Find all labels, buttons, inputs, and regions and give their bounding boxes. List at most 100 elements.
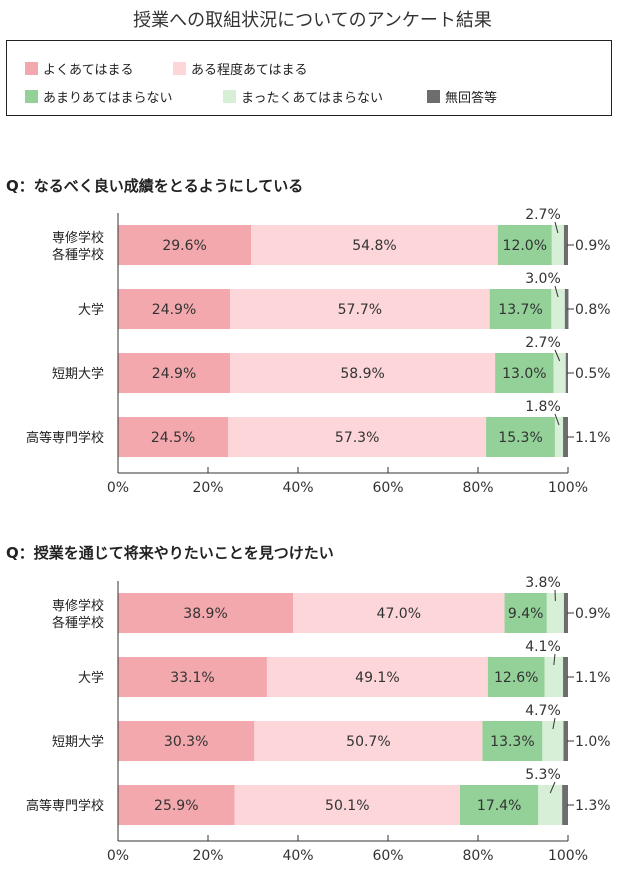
bar-segment [118,417,229,457]
data-label: 1.8% [525,399,561,415]
legend-label-somewhat: ある程度あてはまる [191,63,308,78]
data-label: 1.0% [575,734,611,750]
bar-segment [460,785,539,825]
legend-swatch-somewhat [173,62,186,75]
leader-line [554,413,560,426]
bar-segment [489,289,552,329]
bar-segment [542,721,564,761]
chart-1-title: Q：なるべく良い成績をとるようにしている [6,177,304,195]
x-tick-label: 20% [192,848,223,864]
data-label: 13.7% [498,302,542,318]
bar-segment [234,785,460,825]
data-label: 49.1% [355,670,399,686]
x-tick-label: 40% [282,848,313,864]
data-label: 58.9% [340,366,384,382]
category-label: 各種学校 [52,615,104,631]
bar-segment [563,225,568,265]
data-label: 38.9% [183,606,227,622]
bar-segment [551,289,565,329]
bar-segment [563,593,568,633]
data-label: 57.3% [335,430,379,446]
data-label: 4.1% [525,639,561,655]
data-label: 5.3% [525,767,561,783]
bar-segment [254,721,483,761]
leader-line [554,349,561,362]
data-label: 54.8% [352,238,396,254]
category-label: 短期大学 [52,734,104,750]
data-label: 13.0% [502,366,546,382]
data-label: 29.6% [162,238,206,254]
x-tick-label: 20% [192,480,223,496]
page-title: 授業への取組状況についてのアンケート結果 [133,10,492,31]
x-tick-label: 0% [107,480,129,496]
bar-segment [504,593,547,633]
legend-label-often: よくあてはまる [43,63,134,78]
leader-line [554,221,559,234]
data-label: 17.4% [477,798,521,814]
legend: よくあてはまる ある程度あてはまる あまりあてはまらない まったくあてはまらない… [6,40,612,116]
leader-line [554,285,559,298]
data-label: 50.1% [325,798,369,814]
bar-segment [554,417,564,457]
data-label: 2.7% [525,207,561,223]
bar-segment [230,289,490,329]
category-label: 高等専門学校 [26,430,104,446]
bar-segment [293,593,505,633]
legend-item-no-answer: 無回答等 [427,87,497,106]
data-label: 0.8% [575,302,611,318]
x-tick-label: 0% [107,848,129,864]
data-label: 9.4% [508,606,544,622]
data-label: 25.9% [154,798,198,814]
bar-segment [486,417,555,457]
bar-segment [251,225,498,265]
bar-segment [118,289,231,329]
bar-segment [118,657,267,697]
bar-segment [563,657,568,697]
legend-swatch-no-answer [427,90,440,103]
data-label: 1.1% [575,430,611,446]
data-label: 15.3% [498,430,542,446]
data-label: 4.7% [525,703,561,719]
bar-segment [487,657,545,697]
data-label: 12.0% [503,238,547,254]
data-label: 0.9% [575,606,611,622]
data-label: 0.5% [575,366,611,382]
bar-segment [497,225,552,265]
bar-segment [565,353,568,393]
category-label: 大学 [78,670,104,686]
data-label: 50.7% [346,734,390,750]
leader-line [553,653,556,666]
bar-segment [266,657,488,697]
bar-segment [118,721,255,761]
data-label: 3.0% [525,271,561,287]
legend-swatch-not-at-all [223,90,236,103]
data-label: 47.0% [377,606,421,622]
data-label: 1.1% [575,670,611,686]
data-label: 24.5% [151,430,195,446]
data-label: 1.3% [575,798,611,814]
data-label: 24.9% [152,302,196,318]
bar-segment [544,657,564,697]
data-label: 13.3% [490,734,534,750]
category-label: 高等専門学校 [26,798,104,814]
data-label: 24.9% [152,366,196,382]
chart-2-title: Q：授業を通じて将来やりたいことを見つけたい [6,544,334,562]
legend-item-not-at-all: まったくあてはまらない [223,87,383,106]
legend-item-somewhat: ある程度あてはまる [173,59,307,78]
x-tick-label: 60% [372,848,403,864]
legend-label-no-answer: 無回答等 [445,91,498,106]
legend-label-not-at-all: まったくあてはまらない [241,91,383,106]
data-label: 57.7% [338,302,382,318]
data-label: 30.3% [164,734,208,750]
x-tick-label: 100% [548,480,588,496]
x-tick-label: 100% [548,848,588,864]
category-label: 専修学校 [52,598,104,614]
x-tick-label: 60% [372,480,403,496]
bar-segment [553,353,566,393]
x-tick-label: 80% [462,480,493,496]
bar-segment [228,417,487,457]
bar-segment [230,353,496,393]
bar-segment [562,785,568,825]
